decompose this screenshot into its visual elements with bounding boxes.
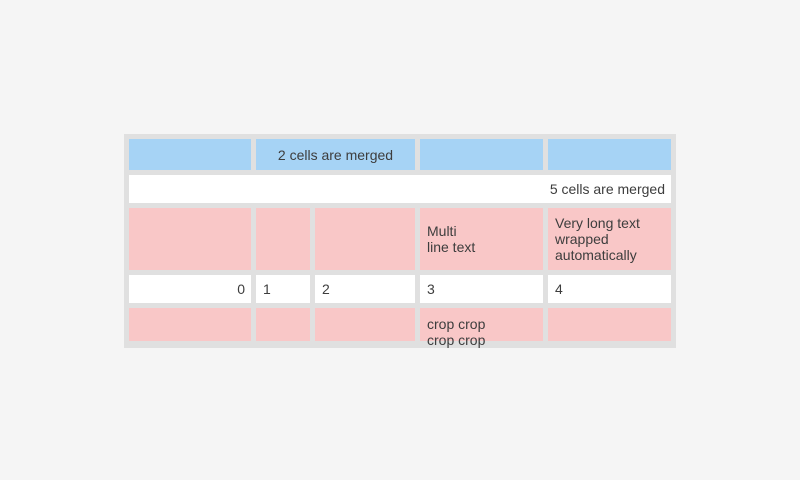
table-widget[interactable]: 2 cells are merged 5 cells are merged Mu… xyxy=(124,134,676,348)
table-cell-r5c1[interactable] xyxy=(129,308,251,341)
merged-cell-2cols-label: 2 cells are merged xyxy=(277,146,394,163)
table-cell-r1c1[interactable] xyxy=(129,139,251,170)
merged-cell-2cols[interactable]: 2 cells are merged xyxy=(256,139,415,170)
table-cell-r3c2[interactable] xyxy=(256,208,310,270)
table-cell-r1c4[interactable] xyxy=(420,139,543,170)
cell-number-2[interactable]: 2 xyxy=(315,275,415,303)
cell-multi-line-text-label: Multi line text xyxy=(427,223,476,255)
cell-number-0-label: 0 xyxy=(237,281,245,297)
cell-number-3[interactable]: 3 xyxy=(420,275,543,303)
table-cell-r5c3[interactable] xyxy=(315,308,415,341)
table-cell-r5c5[interactable] xyxy=(548,308,671,341)
cell-number-1[interactable]: 1 xyxy=(256,275,310,303)
cell-number-4-label: 4 xyxy=(555,281,563,297)
table-cell-r5c2[interactable] xyxy=(256,308,310,341)
cell-number-3-label: 3 xyxy=(427,281,435,297)
cell-number-4[interactable]: 4 xyxy=(548,275,671,303)
cell-number-0[interactable]: 0 xyxy=(129,275,251,303)
cell-wrapped-text[interactable]: Very long text wrapped automatically xyxy=(548,208,671,270)
table-cell-r3c3[interactable] xyxy=(315,208,415,270)
merged-cell-5cols[interactable]: 5 cells are merged xyxy=(129,175,671,203)
cell-multi-line-text[interactable]: Multi line text xyxy=(420,208,543,270)
cell-wrapped-text-label: Very long text wrapped automatically xyxy=(555,215,640,263)
cell-number-2-label: 2 xyxy=(322,281,330,297)
table-cell-r3c1[interactable] xyxy=(129,208,251,270)
table-cell-r1c5[interactable] xyxy=(548,139,671,170)
cell-number-1-label: 1 xyxy=(263,281,271,297)
merged-cell-5cols-label: 5 cells are merged xyxy=(549,181,665,197)
cell-crop-text[interactable]: crop crop crop crop xyxy=(420,308,543,348)
cell-crop-text-label: crop crop crop crop xyxy=(427,316,486,348)
